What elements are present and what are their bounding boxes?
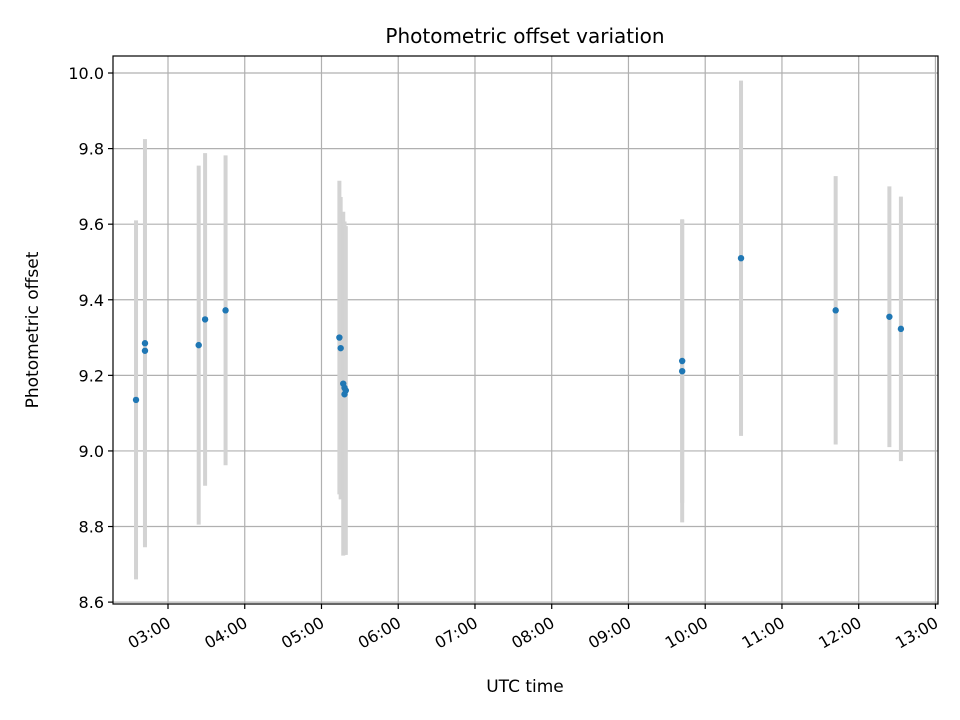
data-point bbox=[222, 307, 229, 314]
data-point bbox=[737, 254, 745, 262]
grid bbox=[113, 56, 938, 604]
data-point bbox=[141, 340, 149, 347]
data-point bbox=[678, 357, 686, 365]
y-tick-label: 8.6 bbox=[79, 593, 104, 612]
x-axis-title: UTC time bbox=[486, 677, 564, 697]
chart-title: Photometric offset variation bbox=[385, 24, 664, 48]
y-axis-title: Photometric offset bbox=[23, 251, 43, 408]
y-tick-label: 9.2 bbox=[79, 366, 104, 385]
data-point bbox=[678, 367, 686, 375]
y-tick-label: 9.0 bbox=[79, 442, 104, 461]
data-point bbox=[141, 347, 149, 354]
data-point bbox=[897, 325, 905, 333]
y-axis-ticks: 8.6 8.8 9.0 9.2 9.4 9.6 9.8 10.0 bbox=[68, 64, 113, 612]
data-point bbox=[336, 334, 343, 341]
y-tick-label: 9.6 bbox=[79, 215, 104, 234]
data-point bbox=[337, 344, 344, 352]
y-tick-label: 9.8 bbox=[79, 140, 104, 159]
data-points bbox=[132, 254, 905, 404]
data-point bbox=[832, 307, 839, 314]
y-tick-label: 8.8 bbox=[79, 518, 104, 537]
data-point bbox=[886, 313, 893, 320]
data-point bbox=[132, 396, 140, 404]
data-point bbox=[195, 341, 202, 349]
plot-frame bbox=[112, 55, 939, 605]
data-point bbox=[201, 316, 209, 323]
y-tick-label: 9.4 bbox=[79, 291, 104, 310]
y-tick-label: 10.0 bbox=[68, 64, 104, 83]
data-point bbox=[342, 387, 349, 394]
